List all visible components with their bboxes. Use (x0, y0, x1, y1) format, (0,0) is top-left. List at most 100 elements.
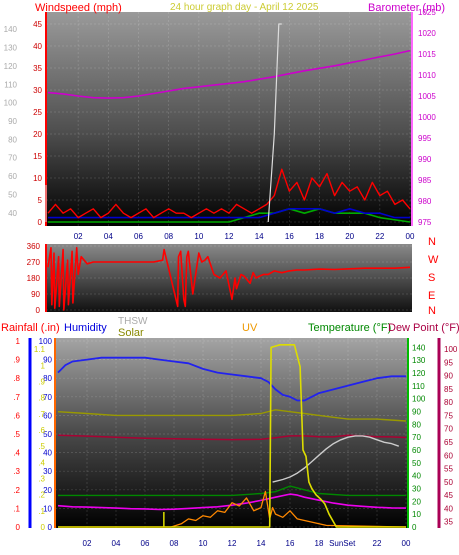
wind-tick-label: 30 (33, 86, 42, 95)
temperature-tick-label: 85 (444, 385, 453, 394)
temperature-tick-label: 80 (444, 398, 453, 407)
wind-x-tick-label: 12 (225, 232, 234, 241)
wind-tick-label: 35 (33, 64, 42, 73)
outer-scale-tick-label: 70 (8, 154, 17, 163)
temperature-tick-label: 35 (444, 518, 453, 527)
far-right-tick-label: 120 (412, 369, 426, 378)
rain-x-tick-label: 10 (199, 539, 208, 548)
temperature-tick-label: 100 (444, 345, 458, 354)
temperature-tick-label: 70 (444, 425, 453, 434)
rain-x-tick-label: 12 (228, 539, 237, 548)
thsw-axis-label: THSW (118, 316, 148, 327)
humidity-tick-label: 80 (43, 374, 52, 383)
uv-tick-label: .6 (38, 426, 45, 435)
temperature-tick-label: 90 (444, 372, 453, 381)
sunset-marker-label: SunSet (329, 539, 356, 548)
rain-tick-label: .7 (13, 393, 20, 402)
direction-tick-label: 90 (31, 290, 40, 299)
rain-tick-label: .1 (13, 504, 20, 513)
barometer-tick-label: 1000 (418, 113, 436, 122)
rain-tick-label: .8 (13, 374, 20, 383)
humidity-tick-label: 50 (43, 430, 52, 439)
outer-scale-tick-label: 40 (8, 209, 17, 218)
temperature-tick-label: 55 (444, 465, 453, 474)
humidity-tick-label: 0 (48, 523, 53, 532)
barometer-tick-label: 1020 (418, 29, 436, 38)
barometer-tick-label: 1025 (418, 8, 436, 17)
humidity-tick-label: 10 (43, 504, 52, 513)
outer-scale-tick-label: 120 (4, 62, 18, 71)
rain-x-tick-label: 06 (141, 539, 150, 548)
rain-tick-label: .9 (13, 356, 20, 365)
windspeed-axis-label: Windspeed (mph) (35, 2, 122, 14)
outer-scale-tick-label: 130 (4, 44, 18, 53)
uv-tick-label: .4 (38, 458, 45, 467)
rain-x-tick-label: 08 (170, 539, 179, 548)
wind-x-tick-label: 08 (164, 232, 173, 241)
far-right-tick-label: 90 (412, 408, 421, 417)
far-right-tick-label: 60 (412, 446, 421, 455)
outer-scale-tick-label: 60 (8, 172, 17, 181)
temperature-tick-label: 50 (444, 478, 453, 487)
outer-scale-tick-label: 140 (4, 25, 18, 34)
humidity-tick-label: 20 (43, 486, 52, 495)
uv-tick-label: 1.1 (34, 345, 46, 354)
humidity-tick-label: 70 (43, 393, 52, 402)
wind-x-tick-label: 00 (406, 232, 415, 241)
compass-label: E (428, 290, 435, 302)
rainfall-axis-label: Rainfall (.in) (1, 322, 60, 334)
low-level-series-line (58, 485, 406, 497)
direction-tick-label: 360 (27, 242, 41, 251)
solar-series-line (58, 343, 406, 528)
barometer-tick-label: 975 (418, 218, 432, 227)
rain-tick-label: .5 (13, 430, 20, 439)
wind-tick-label: 0 (38, 218, 43, 227)
wind-tick-label: 5 (38, 196, 43, 205)
temperature-axis-label: Temperature (°F) (308, 322, 391, 334)
far-right-tick-label: 70 (412, 433, 421, 442)
wind-x-tick-label: 14 (255, 232, 264, 241)
direction-tick-label: 0 (36, 306, 41, 315)
barometer-tick-label: 1005 (418, 92, 436, 101)
rain-x-tick-label: 04 (112, 539, 121, 548)
uv-tick-label: .8 (38, 394, 45, 403)
outer-scale-tick-label: 100 (4, 99, 18, 108)
barometer-tick-label: 1010 (418, 71, 436, 80)
wind-average-series-line (48, 208, 410, 219)
barometer-tick-label: 995 (418, 134, 432, 143)
wind-speed-series-line (47, 168, 411, 219)
uv-series-line (58, 490, 407, 528)
rain-tick-label: 1 (16, 337, 21, 346)
rain-x-tick-label: 22 (373, 539, 382, 548)
direction-plot-area (46, 244, 412, 312)
rain-x-tick-label: 14 (257, 539, 266, 548)
wind-x-tick-label: 16 (285, 232, 294, 241)
compass-label: N (428, 236, 436, 248)
uv-tick-label: .2 (38, 491, 45, 500)
rain-x-tick-label: 16 (286, 539, 295, 548)
rain-tick-label: .3 (13, 467, 20, 476)
far-right-tick-label: 0 (412, 523, 417, 532)
barometer-tick-label: 985 (418, 176, 432, 185)
humidity-axis-label: Humidity (64, 322, 107, 334)
dewpoint-axis-label: Dew Point (°F) (388, 322, 459, 334)
wind-tick-label: 10 (33, 174, 42, 183)
wind-x-tick-label: 02 (74, 232, 83, 241)
far-right-tick-label: 130 (412, 356, 426, 365)
far-right-tick-label: 140 (412, 343, 426, 352)
far-right-tick-label: 30 (412, 485, 421, 494)
solar-axis-label: Solar (118, 327, 144, 339)
outer-scale-tick-label: 110 (4, 80, 17, 89)
temperature-tick-label: 65 (444, 438, 453, 447)
compass-label: W (428, 254, 439, 266)
thsw-series-line (272, 435, 400, 483)
wind-x-tick-label: 22 (375, 232, 384, 241)
far-right-tick-label: 100 (412, 395, 426, 404)
humidity-tick-label: 90 (43, 356, 52, 365)
wind-tick-label: 15 (33, 152, 42, 161)
wind-tick-label: 40 (33, 42, 42, 51)
wind-x-tick-label: 06 (134, 232, 143, 241)
rain-x-tick-label: 18 (315, 539, 324, 548)
